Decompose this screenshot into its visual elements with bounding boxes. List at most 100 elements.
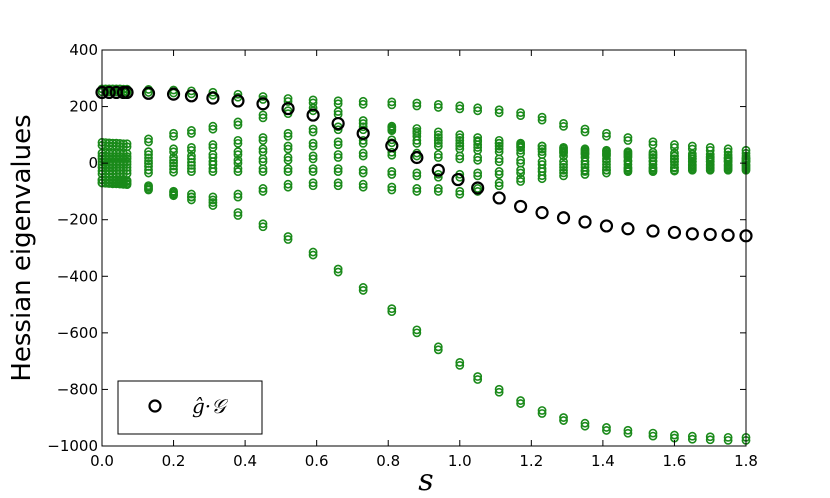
series-1-point [187, 129, 196, 138]
series-0-point-dup [537, 112, 547, 122]
highlight-point [621, 222, 635, 236]
series-6-point-dup [258, 184, 268, 193]
legend-label: ĝ·𝒢 [192, 394, 229, 418]
series-1-point [455, 138, 465, 148]
series-6-point [559, 171, 568, 181]
series-3-point [602, 154, 611, 164]
x-tick-label: 0.6 [305, 452, 329, 470]
series-5-point-dup [208, 164, 218, 174]
series-3-point-dup [169, 152, 178, 162]
series-7-point [187, 195, 196, 205]
x-tick-label: 1.6 [663, 452, 687, 470]
series-0-point-dup [559, 118, 568, 128]
series-5-point [358, 168, 368, 178]
series-1-point-dup [258, 110, 268, 120]
series-7-point-dup [723, 432, 733, 442]
series-2-point-dup [308, 124, 318, 134]
series-1-point-dup [433, 133, 443, 142]
series-3-point-dup [144, 153, 153, 163]
series-1-point-dup [358, 116, 368, 125]
series-7-point [358, 286, 368, 295]
series-3-point [333, 140, 343, 150]
highlight-point [256, 97, 270, 111]
series-7-point [723, 435, 733, 445]
highlight-point [385, 139, 399, 153]
series-2-point-dup [455, 130, 465, 140]
series-1-point-dup [455, 135, 465, 145]
series-0-point [433, 103, 443, 112]
series-0-point [494, 108, 504, 118]
highlight-point [431, 163, 445, 177]
series-7-point-dup [387, 304, 397, 314]
series-3-point-dup [559, 148, 568, 158]
series-3-point [412, 138, 422, 148]
highlight-point [120, 85, 134, 100]
series-7-point [144, 185, 153, 195]
series-1-point [233, 120, 243, 130]
series-2-point-dup [687, 151, 697, 161]
series-0-point [670, 143, 679, 152]
x-tick-label: 0.0 [90, 452, 114, 470]
series-5-point-dup [333, 164, 343, 174]
series-6-point [433, 187, 443, 196]
series-6-point-dup [516, 174, 525, 183]
series-7-point-dup [169, 188, 178, 198]
series-3-point [169, 155, 178, 165]
highlight-point [166, 87, 181, 101]
series-7-point [233, 211, 243, 220]
highlight-point [721, 228, 735, 242]
series-6-point-dup [283, 179, 293, 189]
series-4-point-dup [602, 157, 611, 166]
series-6-point [705, 165, 715, 175]
series-0-point-dup [602, 128, 611, 138]
series-6-point [387, 185, 397, 195]
series-5-point-dup [387, 167, 397, 176]
series-7-point-dup [412, 325, 422, 335]
series-7-point-dup [308, 247, 318, 257]
series-5-point-dup [283, 164, 293, 174]
series-2-point [455, 133, 465, 143]
series-5-point-dup [233, 164, 243, 174]
x-tick-label: 0.2 [162, 452, 186, 470]
series-5-point-dup [308, 164, 318, 174]
series-6-point-dup [208, 192, 218, 202]
series-7-point-dup [208, 198, 218, 207]
series-1-point [494, 141, 504, 151]
highlight-point [331, 116, 345, 131]
series-4-point-dup [283, 152, 293, 162]
series-0-point-dup [516, 108, 525, 118]
series-7-point-dup [283, 232, 293, 241]
series-5-point [308, 167, 318, 177]
y-tick-label: 0 [88, 154, 98, 172]
series-7-point [412, 328, 422, 338]
series-0-point-dup [333, 96, 343, 106]
series-2-point [412, 127, 422, 136]
series-6-point [516, 177, 525, 186]
series-1-point [433, 136, 443, 145]
highlight-point [535, 206, 549, 220]
highlight-point [492, 191, 506, 205]
legend-box [117, 380, 263, 435]
series-7-point-dup [258, 219, 268, 229]
highlight-point [667, 225, 682, 240]
highlight-point [410, 150, 424, 165]
series-5-point-dup [412, 168, 422, 178]
series-5-point [258, 167, 268, 177]
axis-ticks: 0.0 0.2 0.4 0.6 0.8 1.0 1.2 1.4 1.6 1.8 400 200 0 −20… [47, 41, 758, 470]
series-6-point-dup [333, 178, 343, 188]
series-0-point-dup [387, 97, 397, 107]
x-tick-label: 1.4 [591, 452, 615, 470]
series-6-point [358, 182, 368, 192]
series-7-point-dup [144, 182, 153, 192]
series-2-point-dup [208, 140, 218, 149]
highlight-point [599, 219, 614, 233]
series-1-point [144, 137, 153, 147]
series-7-point-dup [122, 177, 132, 187]
series-7-point-dup [358, 283, 368, 292]
series-7-point [648, 431, 658, 441]
series-4-point-dup [358, 148, 368, 158]
series-0-point-dup [580, 124, 590, 134]
series-6-point [308, 181, 318, 191]
highlight-point [206, 91, 220, 105]
series-7-point [333, 267, 343, 277]
